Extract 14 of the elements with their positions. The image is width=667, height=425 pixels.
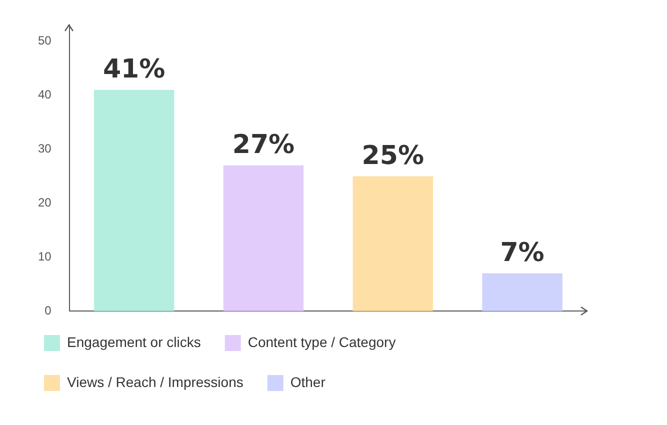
- legend-label: Content type / Category: [248, 334, 396, 350]
- data-label: 41%: [102, 54, 166, 85]
- data-label: 25%: [362, 140, 424, 171]
- y-tick-label: 50: [38, 34, 52, 48]
- y-tick-label: 0: [44, 303, 52, 318]
- legend-label: Engagement or clicks: [67, 334, 201, 350]
- y-tick-label: 20: [38, 195, 52, 210]
- y-tick-label: 30: [38, 142, 52, 156]
- y-tick-label: 10: [38, 249, 52, 264]
- data-label: 7%: [500, 238, 544, 268]
- y-tick-label: 40: [38, 88, 52, 102]
- data-label: 27%: [232, 130, 295, 160]
- legend-label: Views / Reach / Impressions: [67, 374, 244, 390]
- legend-label: Other: [290, 374, 326, 390]
